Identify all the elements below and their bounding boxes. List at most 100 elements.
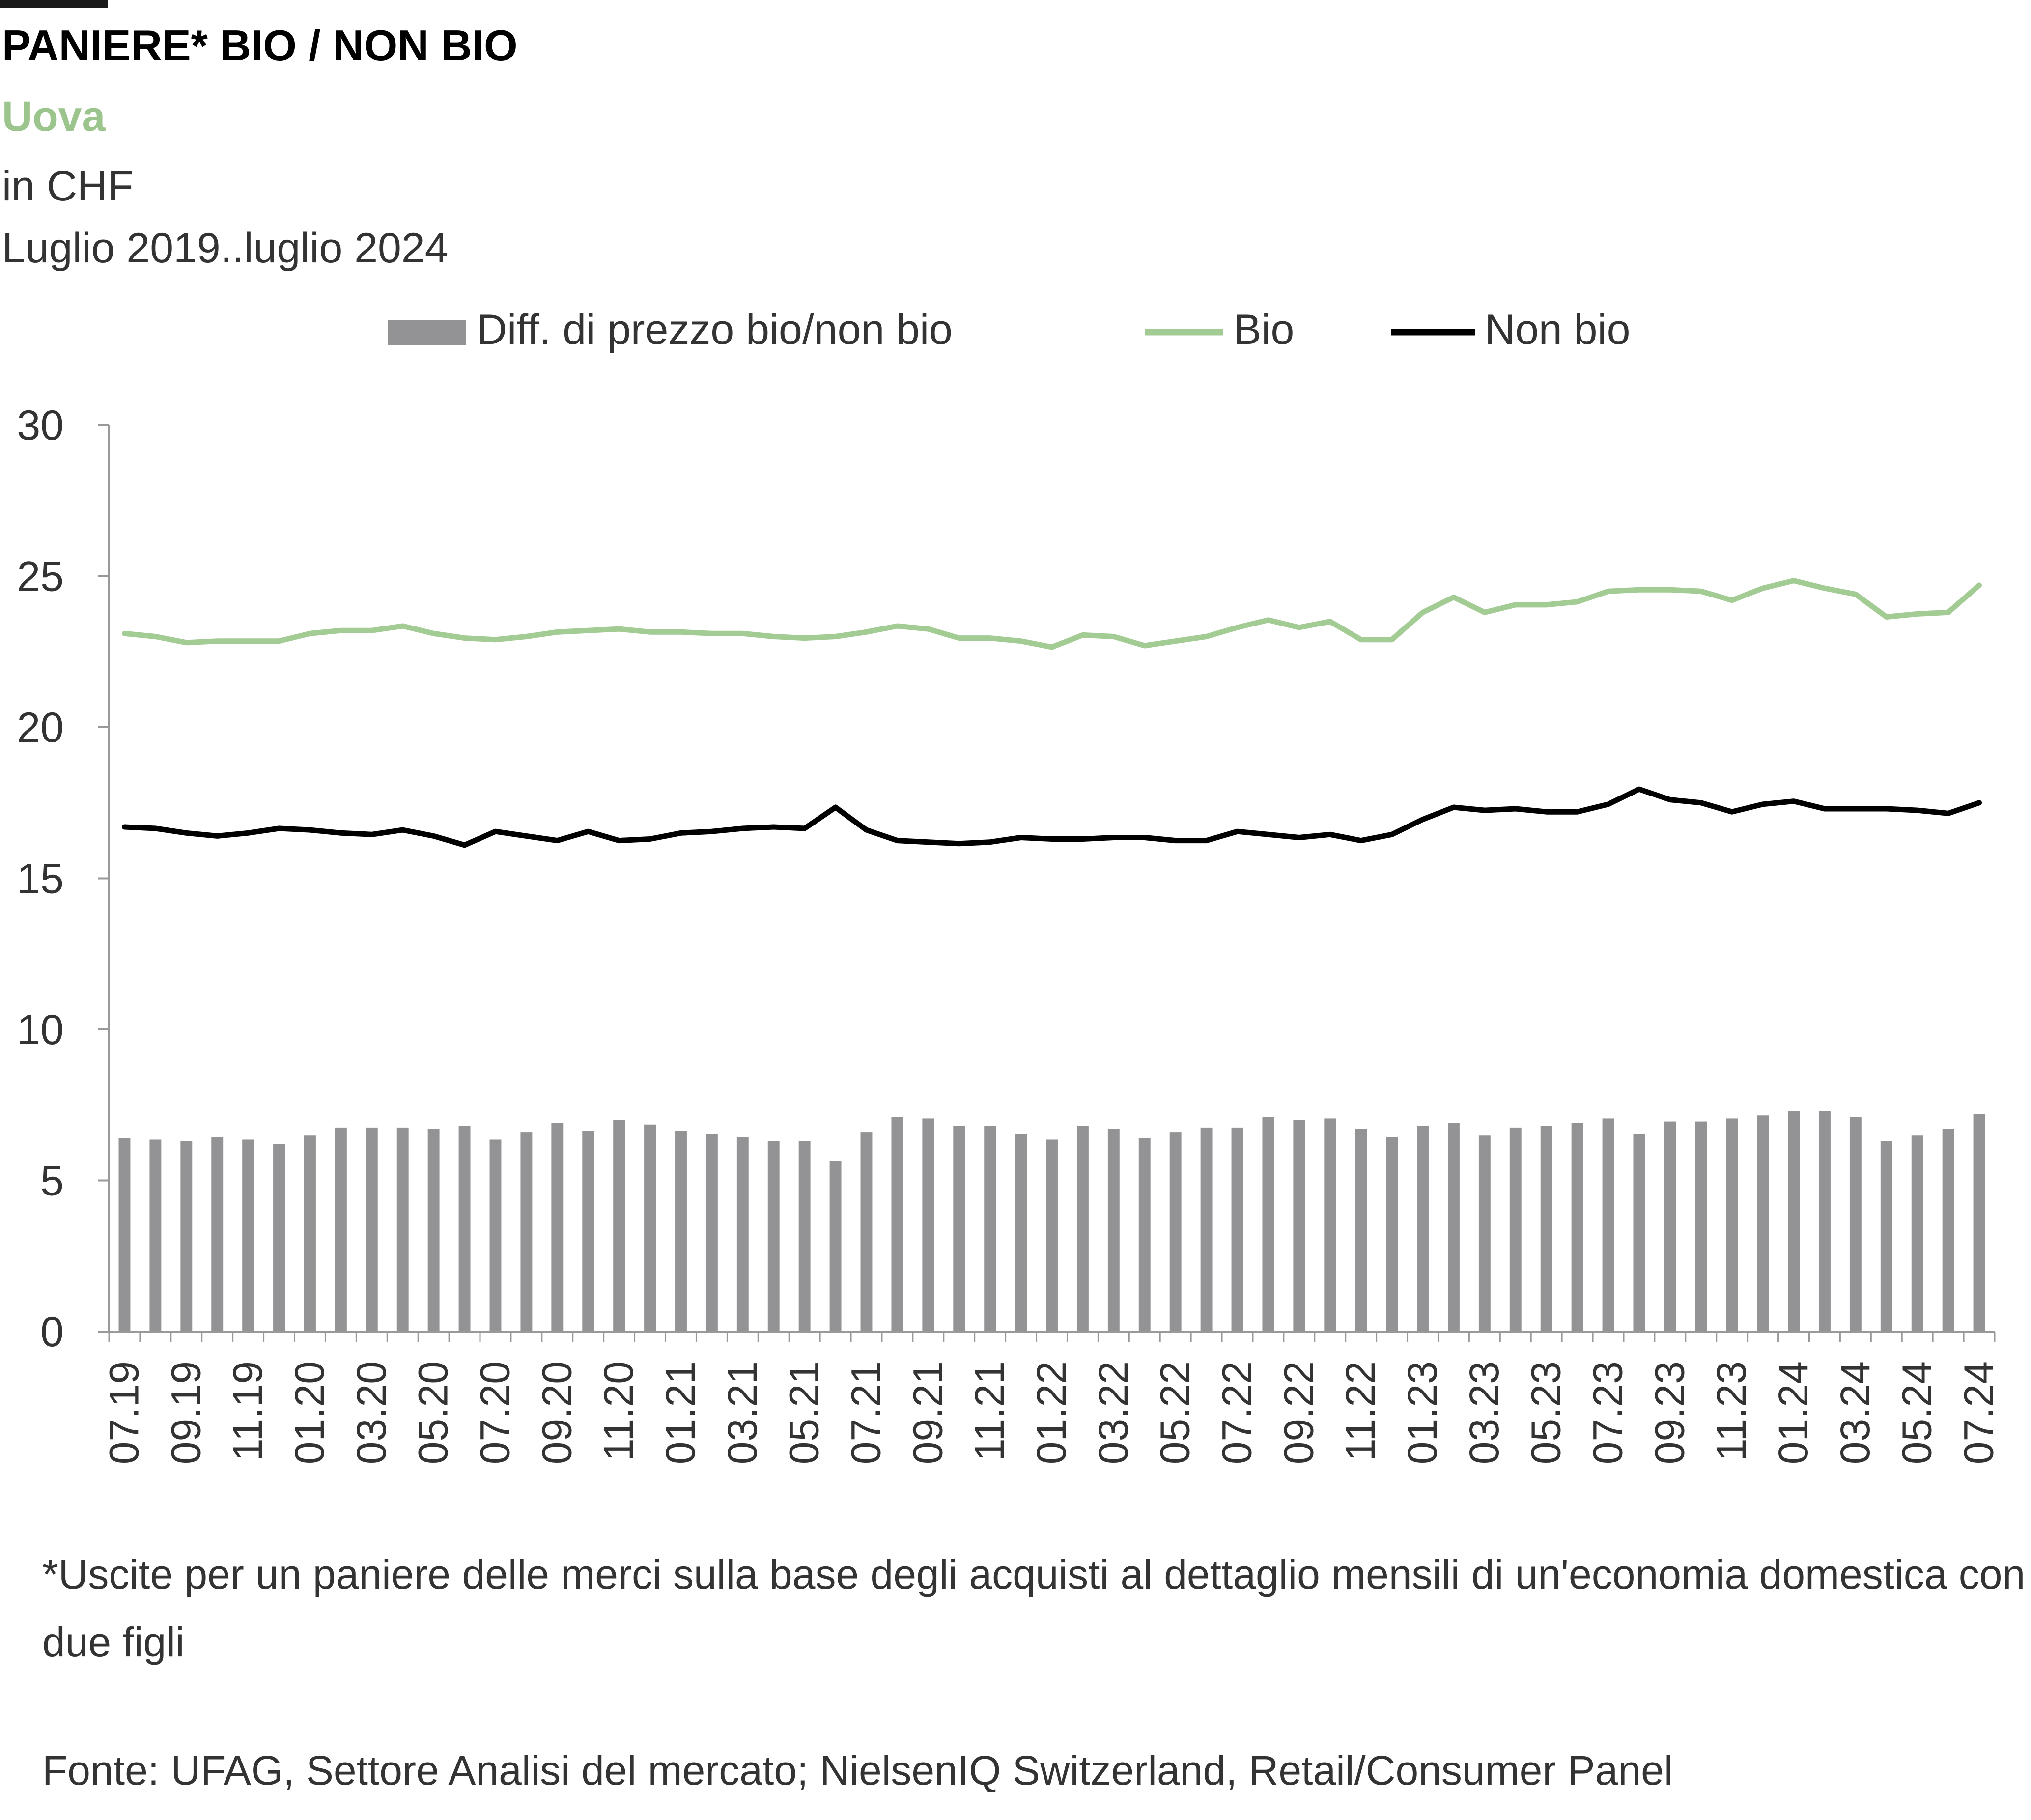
- diff-bar: [922, 1118, 934, 1332]
- x-tick-label: 01.20: [286, 1361, 333, 1464]
- diff-bar: [1107, 1129, 1120, 1332]
- x-tick-label: 03.23: [1461, 1361, 1507, 1464]
- diff-bar: [520, 1132, 533, 1332]
- x-tick-label: 03.22: [1090, 1361, 1136, 1464]
- diff-bar: [1417, 1126, 1429, 1332]
- diff-bar: [860, 1132, 873, 1332]
- legend-diff-swatch: [388, 320, 466, 345]
- diff-bar: [1200, 1127, 1213, 1332]
- x-tick-label: 03.20: [348, 1361, 395, 1464]
- diff-bar: [1262, 1117, 1274, 1332]
- diff-bar: [736, 1137, 749, 1332]
- diff-bar: [1849, 1117, 1862, 1332]
- diff-bar: [551, 1123, 564, 1332]
- x-tick-label: 09.21: [904, 1361, 951, 1464]
- x-tick-label: 01.24: [1770, 1361, 1816, 1464]
- x-tick-label: 07.20: [472, 1361, 518, 1464]
- diff-bar: [1478, 1135, 1491, 1332]
- diff-bar: [1076, 1126, 1089, 1332]
- diff-bar: [613, 1120, 625, 1332]
- x-tick-label: 07.21: [843, 1361, 889, 1464]
- y-axis: 0 5 10 15 20 25 30: [17, 402, 110, 1356]
- x-tick-label: 01.23: [1399, 1361, 1445, 1464]
- diff-bar: [1973, 1114, 1985, 1332]
- legend-diff-label: Diff. di prezzo bio/non bio: [477, 306, 953, 353]
- x-tick-label: 07.24: [1956, 1361, 2002, 1464]
- diff-bar: [675, 1131, 687, 1332]
- chart-unit: in CHF: [2, 163, 134, 210]
- diff-bar: [1540, 1126, 1552, 1332]
- diff-bar: [149, 1139, 162, 1332]
- x-tick-label: 01.21: [657, 1361, 704, 1464]
- diff-bar: [1015, 1134, 1027, 1332]
- diff-bar: [1571, 1123, 1583, 1332]
- diff-bar: [1138, 1138, 1151, 1332]
- diff-bar: [644, 1124, 656, 1332]
- diff-bar: [1293, 1120, 1305, 1332]
- diff-bar: [829, 1161, 842, 1332]
- diff-bar: [767, 1141, 780, 1332]
- legend: Diff. di prezzo bio/non bio Bio Non bio: [388, 306, 1630, 353]
- diff-bar: [118, 1138, 131, 1332]
- x-tick-label: 03.24: [1832, 1361, 1878, 1464]
- diff-bar: [984, 1126, 996, 1332]
- header-accent-bar: [0, 0, 108, 8]
- diff-bar: [396, 1127, 409, 1332]
- diff-bar: [1046, 1139, 1058, 1332]
- x-tick-label: 09.23: [1646, 1361, 1692, 1464]
- footnote: *Uscite per un paniere delle merci sulla…: [42, 1551, 2026, 1665]
- x-tick-label: 07.22: [1214, 1361, 1260, 1464]
- y-tick-label: 20: [17, 704, 64, 751]
- x-axis: 07.19 09.19 11.19 01.20 03.20 05.20 07.20 09.20…: [101, 1331, 2002, 1464]
- diff-bar: [180, 1141, 193, 1332]
- diff-bar: [427, 1129, 440, 1332]
- x-tick-label: 05.23: [1523, 1361, 1569, 1464]
- diff-bar: [489, 1139, 502, 1332]
- y-tick-label: 30: [17, 402, 64, 449]
- price-lines: [122, 578, 1982, 848]
- diff-bar: [458, 1126, 471, 1332]
- x-tick-label: 11.21: [966, 1361, 1013, 1461]
- diff-bar: [1726, 1118, 1738, 1332]
- diff-bar: [1633, 1134, 1645, 1332]
- chart-period: Luglio 2019..luglio 2024: [2, 225, 449, 272]
- x-tick-label: 05.21: [781, 1361, 827, 1464]
- legend-non-bio-label: Non bio: [1485, 306, 1630, 353]
- x-tick-label: 03.21: [719, 1361, 765, 1464]
- y-tick-label: 0: [40, 1308, 64, 1356]
- diff-bar: [1355, 1129, 1367, 1332]
- diff-bar: [1880, 1141, 1892, 1332]
- x-tick-label: 05.20: [410, 1361, 456, 1464]
- x-tick-label: 09.19: [163, 1361, 209, 1464]
- diff-bar: [1509, 1127, 1522, 1332]
- diff-bar: [891, 1117, 903, 1332]
- diff-bar: [304, 1135, 316, 1332]
- y-tick-label: 15: [17, 855, 64, 903]
- bio-line: [122, 578, 1982, 650]
- x-tick-label: 09.20: [534, 1361, 580, 1464]
- diff-bar: [366, 1127, 378, 1332]
- diff-bar: [1788, 1111, 1800, 1332]
- source-note: Fonte: UFAG, Settore Analisi del mercato…: [42, 1747, 1673, 1793]
- diff-bar: [1911, 1135, 1923, 1332]
- diff-bar: [1818, 1111, 1831, 1332]
- x-tick-label: 09.22: [1275, 1361, 1322, 1464]
- x-tick-label: 05.22: [1152, 1361, 1198, 1464]
- diff-bar: [582, 1131, 594, 1332]
- diff-bar: [705, 1134, 718, 1332]
- diff-bar: [273, 1144, 285, 1332]
- legend-bio-label: Bio: [1233, 306, 1294, 353]
- diff-bar: [1602, 1118, 1614, 1332]
- x-tick-label: 07.19: [101, 1361, 147, 1464]
- x-tick-label: 11.22: [1337, 1361, 1383, 1461]
- chart-title: PANIERE* BIO / NON BIO: [2, 21, 518, 70]
- y-tick-label: 25: [17, 553, 64, 600]
- x-tick-label: 01.22: [1028, 1361, 1074, 1464]
- diff-bar: [1757, 1115, 1769, 1332]
- diff-bar: [1695, 1121, 1707, 1332]
- non-bio-line: [122, 786, 1982, 848]
- y-tick-label: 10: [17, 1006, 64, 1053]
- x-tick-label: 05.24: [1894, 1361, 1940, 1464]
- diff-bar: [1324, 1118, 1336, 1332]
- x-tick-label: 11.23: [1708, 1361, 1754, 1461]
